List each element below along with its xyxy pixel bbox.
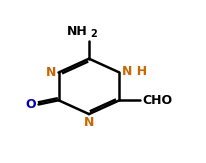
Text: CHO: CHO [142, 94, 172, 107]
Text: N: N [46, 66, 56, 79]
Text: N H: N H [121, 65, 146, 78]
Text: O: O [25, 98, 36, 111]
Text: N: N [83, 116, 94, 129]
Text: NH: NH [67, 25, 88, 38]
Text: 2: 2 [90, 29, 96, 39]
